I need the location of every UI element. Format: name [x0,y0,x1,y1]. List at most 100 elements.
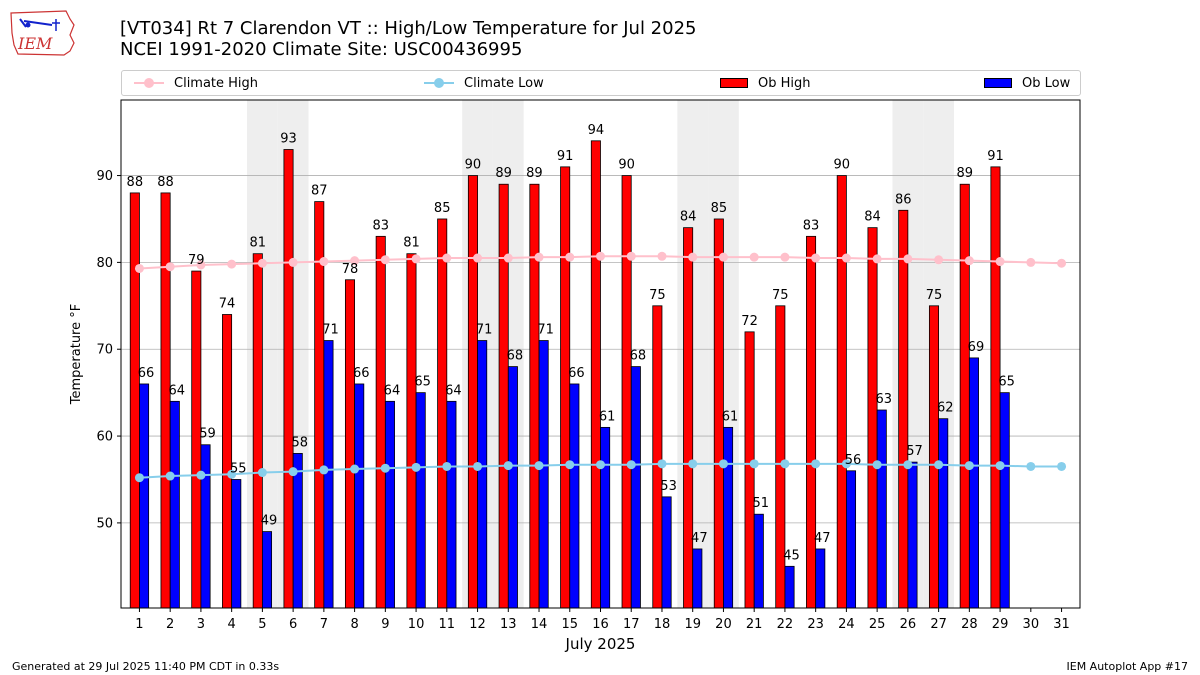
legend-label-climate-high: Climate High [174,75,259,91]
climate-high-point [626,251,636,261]
climate-low-point [995,461,1005,471]
x-tick-label: 14 [531,617,548,632]
x-tick-label: 1 [135,617,143,632]
climate-high-point [257,258,267,268]
ob-low-bar [938,418,949,609]
climate-high-point [165,262,175,272]
ob-low-label: 47 [814,531,831,546]
x-tick-label: 13 [500,617,517,632]
ob-low-swatch [984,78,1012,88]
x-tick-label: 9 [381,617,389,632]
climate-high-point [565,252,575,262]
ob-low-label: 65 [998,375,1015,390]
climate-low-point [1057,461,1067,471]
climate-high-point [503,253,513,263]
climate-high-point [780,252,790,262]
ob-high-bar [590,140,601,609]
ob-high-label: 72 [741,314,758,329]
ob-low-label: 64 [445,383,462,398]
ob-low-bar [569,383,580,609]
chart-title: [VT034] Rt 7 Clarendon VT :: High/Low Te… [120,18,697,60]
climate-high-point [1026,257,1036,267]
ob-low-bar [261,531,273,609]
y-axis-label: Temperature °F [69,304,84,405]
climate-low-swatch [424,75,454,91]
ob-low-bar [876,409,887,609]
ob-low-label: 66 [568,366,585,381]
climate-low-point [811,459,821,469]
ob-low-label: 51 [753,496,770,511]
climate-high-point [196,260,206,270]
ob-low-bar [169,400,180,609]
climate-low-point [503,461,513,471]
ob-low-bar [477,340,488,609]
x-tick-label: 3 [197,617,205,632]
ob-high-bar [928,305,940,609]
ob-high-label: 85 [711,201,728,216]
legend-label-ob-high: Ob High [758,75,811,91]
ob-high-bar [560,166,571,609]
legend-label-climate-low: Climate Low [464,75,544,91]
x-tick-label: 16 [592,617,609,632]
ob-high-label: 78 [342,262,359,277]
legend-item-climate-high: Climate High [134,75,258,91]
legend: Climate High Climate Low Ob High Ob Low [121,70,1081,96]
ob-high-label: 90 [465,158,482,173]
climate-low-point [319,465,329,475]
climate-high-point [442,253,452,263]
x-tick-label: 10 [408,617,425,632]
climate-high-point [473,253,483,263]
legend-item-climate-low: Climate Low [424,75,544,91]
climate-low-point [565,460,575,470]
climate-low-point [872,460,882,470]
ob-high-label: 88 [127,175,144,190]
ob-low-label: 47 [691,531,708,546]
climate-low-point [473,461,483,471]
x-tick-label: 11 [439,617,456,632]
ob-high-label: 81 [250,236,267,251]
climate-low-point [657,459,667,469]
x-tick-label: 15 [561,617,578,632]
x-tick-label: 2 [166,617,174,632]
climate-high-point [964,256,974,266]
ob-low-bar [968,357,979,609]
climate-high-point [657,251,667,261]
climate-high-point [227,259,237,269]
ob-high-label: 93 [280,131,297,146]
x-tick-label: 21 [746,617,763,632]
climate-low-point [257,468,267,478]
ob-low-bar [200,444,211,609]
x-axis-label: July 2025 [565,635,636,653]
x-tick-label: 27 [930,617,947,632]
ob-high-label: 81 [403,236,420,251]
ob-low-label: 68 [507,349,524,364]
climate-high-point [288,257,298,267]
climate-high-point [411,254,421,264]
climate-low-point [1026,461,1036,471]
ob-low-label: 69 [968,340,985,355]
ob-high-label: 94 [588,123,605,138]
ob-low-label: 71 [322,323,339,338]
x-tick-label: 12 [469,617,486,632]
climate-high-point [319,257,329,267]
ob-low-bar [538,340,549,609]
climate-low-point [411,462,421,472]
x-tick-label: 7 [320,617,328,632]
ob-low-label: 58 [291,435,308,450]
ob-high-label: 88 [157,175,174,190]
climate-high-point [995,257,1005,267]
ob-high-label: 75 [926,288,943,303]
ob-low-bar [384,400,395,609]
ob-low-bar [999,392,1010,609]
title-line-1: [VT034] Rt 7 Clarendon VT :: High/Low Te… [120,18,697,39]
ob-low-bar [600,426,611,609]
ob-high-bar [959,183,970,609]
ob-high-bar [898,209,909,609]
x-tick-label: 25 [869,617,886,632]
climate-low-point [534,461,544,471]
climate-high-point [534,252,544,262]
ob-high-label: 84 [864,210,881,225]
ob-high-label: 85 [434,201,451,216]
ob-low-bar [845,470,857,609]
climate-low-point [626,460,636,470]
